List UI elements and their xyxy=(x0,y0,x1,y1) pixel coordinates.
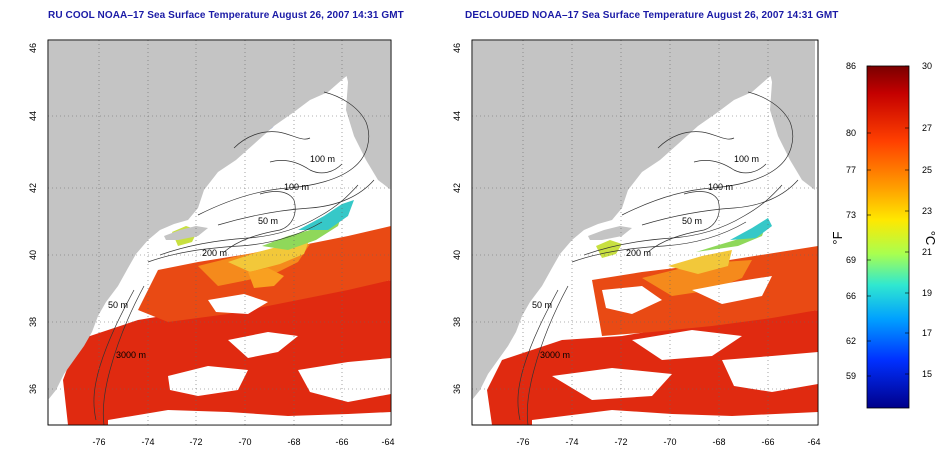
celsius-tick-label: 21 xyxy=(922,247,932,257)
celsius-tick-label: 27 xyxy=(922,123,932,133)
lat-tick-label: 38 xyxy=(452,317,462,327)
celsius-tick-label: 17 xyxy=(922,328,932,338)
celsius-tick-label: 23 xyxy=(922,206,932,216)
celsius-tick-label: 30 xyxy=(922,61,932,71)
lon-tick-label: -64 xyxy=(807,437,820,447)
celsius-tick-label: 15 xyxy=(922,369,932,379)
lat-tick-label: 38 xyxy=(28,317,38,327)
contour-label: 100 m xyxy=(284,182,309,192)
contour-label: 50 m xyxy=(532,300,552,310)
fahrenheit-tick-label: 59 xyxy=(846,371,856,381)
lon-tick-label: -72 xyxy=(614,437,627,447)
contour-label: 3000 m xyxy=(116,350,146,360)
right-lat-axis: 36 38 40 42 44 46 xyxy=(452,43,462,394)
lat-tick-label: 42 xyxy=(452,183,462,193)
contour-label: 200 m xyxy=(626,248,651,258)
lat-tick-label: 46 xyxy=(28,43,38,53)
contour-label: 50 m xyxy=(258,216,278,226)
fahrenheit-tick-label: 62 xyxy=(846,336,856,346)
right-lon-axis: -76 -74 -72 -70 -68 -66 -64 xyxy=(516,437,820,447)
lon-tick-label: -70 xyxy=(238,437,251,447)
temperature-colorbar: 86 80 77 73 69 66 62 59 30 27 25 23 21 1… xyxy=(830,61,938,409)
lat-tick-label: 40 xyxy=(28,250,38,260)
fahrenheit-tick-label: 69 xyxy=(846,255,856,265)
left-sst-map: 100 m 100 m 50 m 200 m 50 m 3000 m xyxy=(47,39,392,426)
contour-label: 50 m xyxy=(108,300,128,310)
left-map-title: RU COOL NOAA–17 Sea Surface Temperature … xyxy=(48,10,404,21)
lat-tick-label: 42 xyxy=(28,183,38,193)
left-lon-axis: -76 -74 -72 -70 -68 -66 -64 xyxy=(92,437,394,447)
lon-tick-label: -72 xyxy=(189,437,202,447)
contour-label: 100 m xyxy=(708,182,733,192)
contour-label: 100 m xyxy=(310,154,335,164)
contour-label: 200 m xyxy=(202,248,227,258)
fahrenheit-unit-label: °F xyxy=(830,231,845,244)
fahrenheit-tick-label: 66 xyxy=(846,291,856,301)
celsius-tick-label: 25 xyxy=(922,165,932,175)
lat-tick-label: 44 xyxy=(452,111,462,121)
fahrenheit-tick-label: 77 xyxy=(846,165,856,175)
contour-label: 50 m xyxy=(682,216,702,226)
celsius-unit-label: °C xyxy=(923,231,938,246)
lat-tick-label: 46 xyxy=(452,43,462,53)
lon-tick-label: -64 xyxy=(381,437,394,447)
fahrenheit-tick-label: 86 xyxy=(846,61,856,71)
lon-tick-label: -66 xyxy=(761,437,774,447)
lon-tick-label: -76 xyxy=(92,437,105,447)
celsius-tick-label: 19 xyxy=(922,288,932,298)
lon-tick-label: -68 xyxy=(712,437,725,447)
right-map-title: DECLOUDED NOAA–17 Sea Surface Temperatur… xyxy=(465,10,839,21)
lon-tick-label: -70 xyxy=(663,437,676,447)
contour-label: 100 m xyxy=(734,154,759,164)
lat-tick-label: 44 xyxy=(28,111,38,121)
lon-tick-label: -76 xyxy=(516,437,529,447)
lat-tick-label: 36 xyxy=(28,384,38,394)
lat-tick-label: 36 xyxy=(452,384,462,394)
fahrenheit-tick-label: 73 xyxy=(846,210,856,220)
left-lat-axis: 36 38 40 42 44 46 xyxy=(28,43,38,394)
lon-tick-label: -68 xyxy=(287,437,300,447)
lat-tick-label: 40 xyxy=(452,250,462,260)
lon-tick-label: -74 xyxy=(565,437,578,447)
contour-label: 3000 m xyxy=(540,350,570,360)
right-sst-map: 100 m 100 m 50 m 200 m 50 m 3000 m xyxy=(471,39,819,426)
fahrenheit-tick-label: 80 xyxy=(846,128,856,138)
lon-tick-label: -66 xyxy=(335,437,348,447)
lon-tick-label: -74 xyxy=(141,437,154,447)
